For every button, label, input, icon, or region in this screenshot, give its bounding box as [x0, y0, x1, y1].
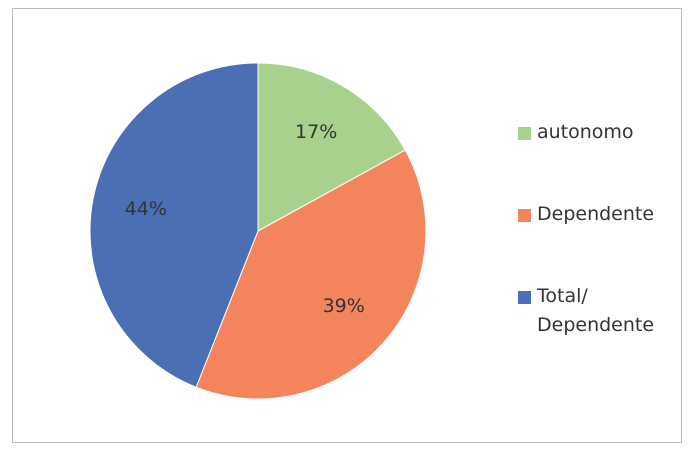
legend-swatch [518, 291, 531, 304]
data-label: 44% [125, 198, 167, 220]
legend: autonomo Dependente Total/ Dependente [518, 118, 668, 393]
legend-label: autonomo [537, 121, 634, 143]
legend-swatch [518, 127, 531, 140]
legend-label: Total/ Dependente [537, 285, 655, 336]
legend-item: Total/ Dependente [518, 282, 668, 340]
pie-slice [257, 62, 406, 232]
pie-slice [195, 149, 427, 400]
pie-slice [89, 62, 259, 388]
legend-label: Dependente [537, 203, 655, 225]
legend-item: autonomo [518, 118, 668, 147]
data-label: 39% [323, 295, 365, 317]
legend-item: Dependente [518, 200, 668, 229]
chart-frame [12, 8, 682, 443]
data-label: 17% [295, 121, 337, 143]
legend-swatch [518, 209, 531, 222]
